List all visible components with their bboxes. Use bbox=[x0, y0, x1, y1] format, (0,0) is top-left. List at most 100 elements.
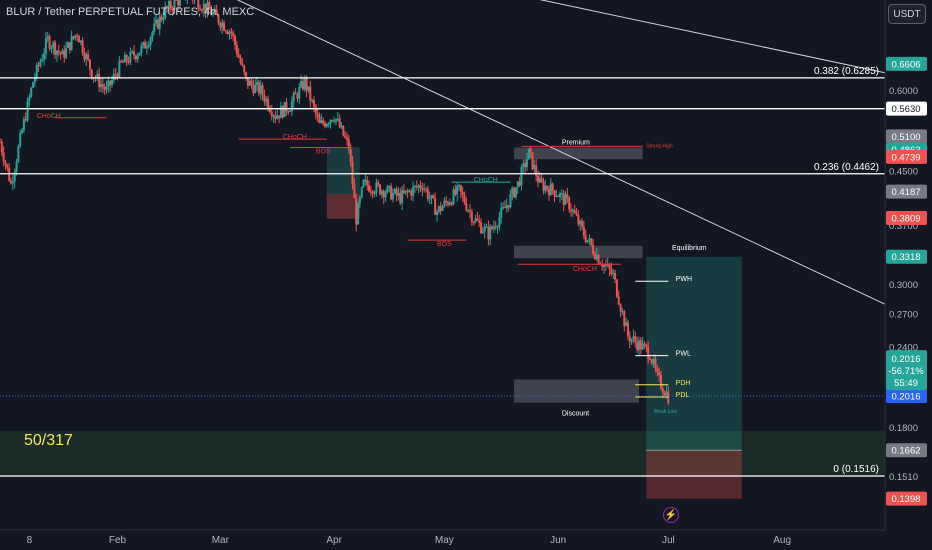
price-scale-badge-text: 0.5100 bbox=[891, 132, 920, 143]
candle-body bbox=[410, 190, 413, 196]
candle-body bbox=[335, 119, 338, 121]
y-tick-label: 0.2700 bbox=[889, 309, 918, 320]
candle-body bbox=[177, 0, 180, 6]
candle-body bbox=[127, 61, 130, 63]
price-scale-badge bbox=[886, 129, 927, 144]
price-scale bbox=[885, 0, 932, 550]
price-scale-badge bbox=[886, 389, 927, 404]
candle-body bbox=[74, 35, 77, 39]
candle-body bbox=[307, 86, 310, 91]
candle-body bbox=[46, 36, 49, 39]
candle-body bbox=[35, 64, 38, 78]
candle-body bbox=[211, 12, 214, 15]
candle-body bbox=[432, 195, 435, 199]
candle-body bbox=[397, 192, 400, 196]
candle-body bbox=[24, 118, 27, 121]
y-tick-label: 0.2400 bbox=[889, 342, 918, 353]
candle-body bbox=[347, 139, 350, 150]
candle-body bbox=[533, 164, 536, 170]
price-scale-badge-text: 0.1662 bbox=[891, 446, 920, 457]
candle-body bbox=[33, 77, 36, 83]
candle-body bbox=[66, 42, 69, 48]
candle-body bbox=[248, 80, 251, 86]
level-label: 0.382 (0.6285) bbox=[814, 66, 879, 77]
candle-body bbox=[509, 194, 512, 208]
candle-body bbox=[246, 78, 249, 86]
price-scale-badge bbox=[886, 184, 927, 199]
candle-body bbox=[540, 178, 543, 182]
candle-body bbox=[426, 189, 429, 199]
candle-body bbox=[518, 181, 521, 186]
candle-body bbox=[538, 178, 541, 183]
candle-body bbox=[557, 196, 560, 198]
price-scale-badge-text: 0.3318 bbox=[891, 252, 920, 263]
candle-body bbox=[39, 61, 42, 67]
price-scale-badge bbox=[886, 211, 927, 226]
candle-body bbox=[648, 358, 651, 360]
candle-body bbox=[21, 130, 24, 134]
candle-body bbox=[476, 218, 479, 221]
candle-body bbox=[208, 2, 211, 10]
candle-body bbox=[133, 51, 136, 56]
candle-body bbox=[498, 217, 501, 227]
candle-body bbox=[388, 185, 391, 187]
candle-body bbox=[603, 264, 606, 268]
candle-body bbox=[358, 197, 361, 204]
candle-body bbox=[294, 93, 297, 95]
candle-body bbox=[325, 124, 328, 127]
candle-body bbox=[10, 180, 13, 184]
current-price-box-text: 55:49 bbox=[894, 378, 918, 389]
candle-body bbox=[568, 197, 571, 210]
candle-body bbox=[268, 108, 271, 112]
candle-body bbox=[615, 279, 618, 297]
price-scale-badge bbox=[886, 491, 927, 506]
candle-body bbox=[417, 185, 420, 188]
candle-body bbox=[560, 193, 563, 195]
price-scale-badge-text: 0.4187 bbox=[891, 187, 920, 198]
long-stop-zone bbox=[646, 450, 742, 499]
candle-body bbox=[228, 31, 231, 34]
candle-body bbox=[373, 192, 376, 194]
candle-body bbox=[50, 47, 53, 49]
candle-body bbox=[103, 86, 106, 90]
candle-body bbox=[371, 191, 374, 194]
candle-body bbox=[323, 123, 326, 127]
candle-body bbox=[577, 215, 580, 225]
candle-body bbox=[608, 264, 611, 270]
candle-body bbox=[109, 80, 112, 86]
candle-body bbox=[487, 226, 490, 240]
candle-body bbox=[364, 179, 367, 181]
candle-body bbox=[639, 340, 642, 350]
candle-body bbox=[617, 296, 620, 305]
candle-body bbox=[579, 220, 582, 225]
candle-body bbox=[175, 0, 178, 1]
candle-body bbox=[447, 202, 450, 205]
candle-body bbox=[621, 311, 624, 313]
candle-body bbox=[494, 226, 497, 228]
candle-body bbox=[265, 98, 268, 102]
lightning-icon[interactable]: ⚡ bbox=[663, 507, 679, 523]
candle-body bbox=[134, 55, 137, 60]
candle-body bbox=[158, 16, 161, 29]
annotation-label: PDH bbox=[676, 380, 691, 387]
candle-body bbox=[636, 341, 639, 350]
candle-body bbox=[267, 98, 270, 109]
annotation-label: PWH bbox=[676, 276, 692, 283]
candle-body bbox=[0, 142, 3, 153]
candle-body bbox=[213, 9, 216, 13]
candle-body bbox=[412, 186, 415, 196]
level-label: 0.236 (0.4462) bbox=[814, 162, 879, 173]
candle-body bbox=[625, 322, 628, 327]
currency-button[interactable]: USDT bbox=[888, 4, 926, 24]
candle-body bbox=[404, 190, 407, 193]
candle-body bbox=[496, 226, 499, 228]
premium-box bbox=[514, 147, 643, 160]
descending-trendline bbox=[236, 0, 886, 305]
candle-body bbox=[516, 181, 519, 188]
candle-body bbox=[122, 61, 125, 63]
candle-body bbox=[344, 135, 347, 138]
x-tick-label: May bbox=[435, 535, 454, 546]
candle-body bbox=[322, 120, 325, 124]
candle-body bbox=[250, 80, 253, 86]
